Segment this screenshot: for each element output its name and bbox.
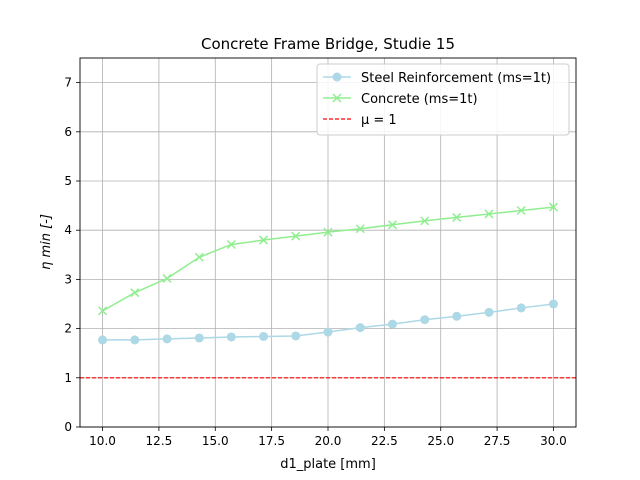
data-point xyxy=(194,333,204,343)
data-point xyxy=(194,252,204,262)
y-tick-label: 7 xyxy=(64,76,72,90)
data-point xyxy=(387,319,397,329)
data-point xyxy=(548,202,558,212)
data-point xyxy=(387,220,398,230)
y-tick-label: 1 xyxy=(64,371,72,385)
data-point xyxy=(516,205,526,216)
x-axis-label: d1_plate [mm] xyxy=(280,457,376,472)
data-point xyxy=(516,303,526,313)
data-point xyxy=(355,323,365,333)
y-tick-label: 0 xyxy=(64,420,72,434)
x-tick-label: 17.5 xyxy=(258,434,285,448)
legend-concrete-marker xyxy=(332,93,342,103)
data-point xyxy=(323,227,333,237)
data-point xyxy=(548,299,558,309)
x-tick-label: 27.5 xyxy=(484,434,511,448)
data-point xyxy=(130,335,140,345)
series-layer xyxy=(98,202,558,345)
legend-steel-label: Steel Reinforcement (ms=1t) xyxy=(361,71,551,86)
data-point xyxy=(98,335,108,345)
x-tick-label: 10.0 xyxy=(89,434,116,448)
y-tick-label: 2 xyxy=(64,322,72,336)
data-point xyxy=(323,327,333,337)
data-point xyxy=(226,239,236,249)
y-tick-label: 6 xyxy=(64,125,72,139)
legend: Steel Reinforcement (ms=1t) Concrete (ms… xyxy=(316,63,570,136)
data-point xyxy=(355,224,365,234)
x-axis-ticks: 10.0 12.5 15.0 17.5 20.0 22.5 25.0 27.5 30.0 xyxy=(89,427,567,448)
data-point xyxy=(226,332,236,342)
series-0 xyxy=(98,299,558,345)
data-point xyxy=(291,331,301,341)
legend-box xyxy=(316,63,570,136)
x-tick-label: 22.5 xyxy=(371,434,398,448)
data-point xyxy=(162,273,172,283)
data-point xyxy=(484,209,494,219)
y-tick-label: 4 xyxy=(64,223,72,237)
x-tick-label: 20.0 xyxy=(315,434,342,448)
data-point xyxy=(452,212,462,222)
legend-mu-label: μ = 1 xyxy=(361,113,397,128)
x-tick-label: 25.0 xyxy=(427,434,454,448)
data-point xyxy=(258,235,269,245)
legend-concrete-label: Concrete (ms=1t) xyxy=(361,92,478,107)
x-tick-label: 15.0 xyxy=(202,434,229,448)
data-point xyxy=(98,306,108,316)
data-point xyxy=(452,311,462,321)
data-point xyxy=(291,231,301,241)
y-axis-label: η min [-] xyxy=(39,214,54,270)
x-tick-label: 30.0 xyxy=(540,434,567,448)
x-tick-label: 12.5 xyxy=(146,434,173,448)
data-point xyxy=(420,315,430,325)
y-axis-ticks: 0 1 2 3 4 5 6 7 xyxy=(64,76,80,434)
data-point xyxy=(259,331,269,341)
series-1 xyxy=(98,202,558,316)
y-tick-label: 3 xyxy=(64,272,72,286)
data-point xyxy=(130,288,140,298)
y-tick-label: 5 xyxy=(64,174,72,188)
data-point xyxy=(420,216,430,226)
chart-title: Concrete Frame Bridge, Studie 15 xyxy=(201,35,455,53)
data-point xyxy=(484,307,494,317)
data-point xyxy=(162,334,172,344)
legend-steel-marker xyxy=(332,72,342,82)
